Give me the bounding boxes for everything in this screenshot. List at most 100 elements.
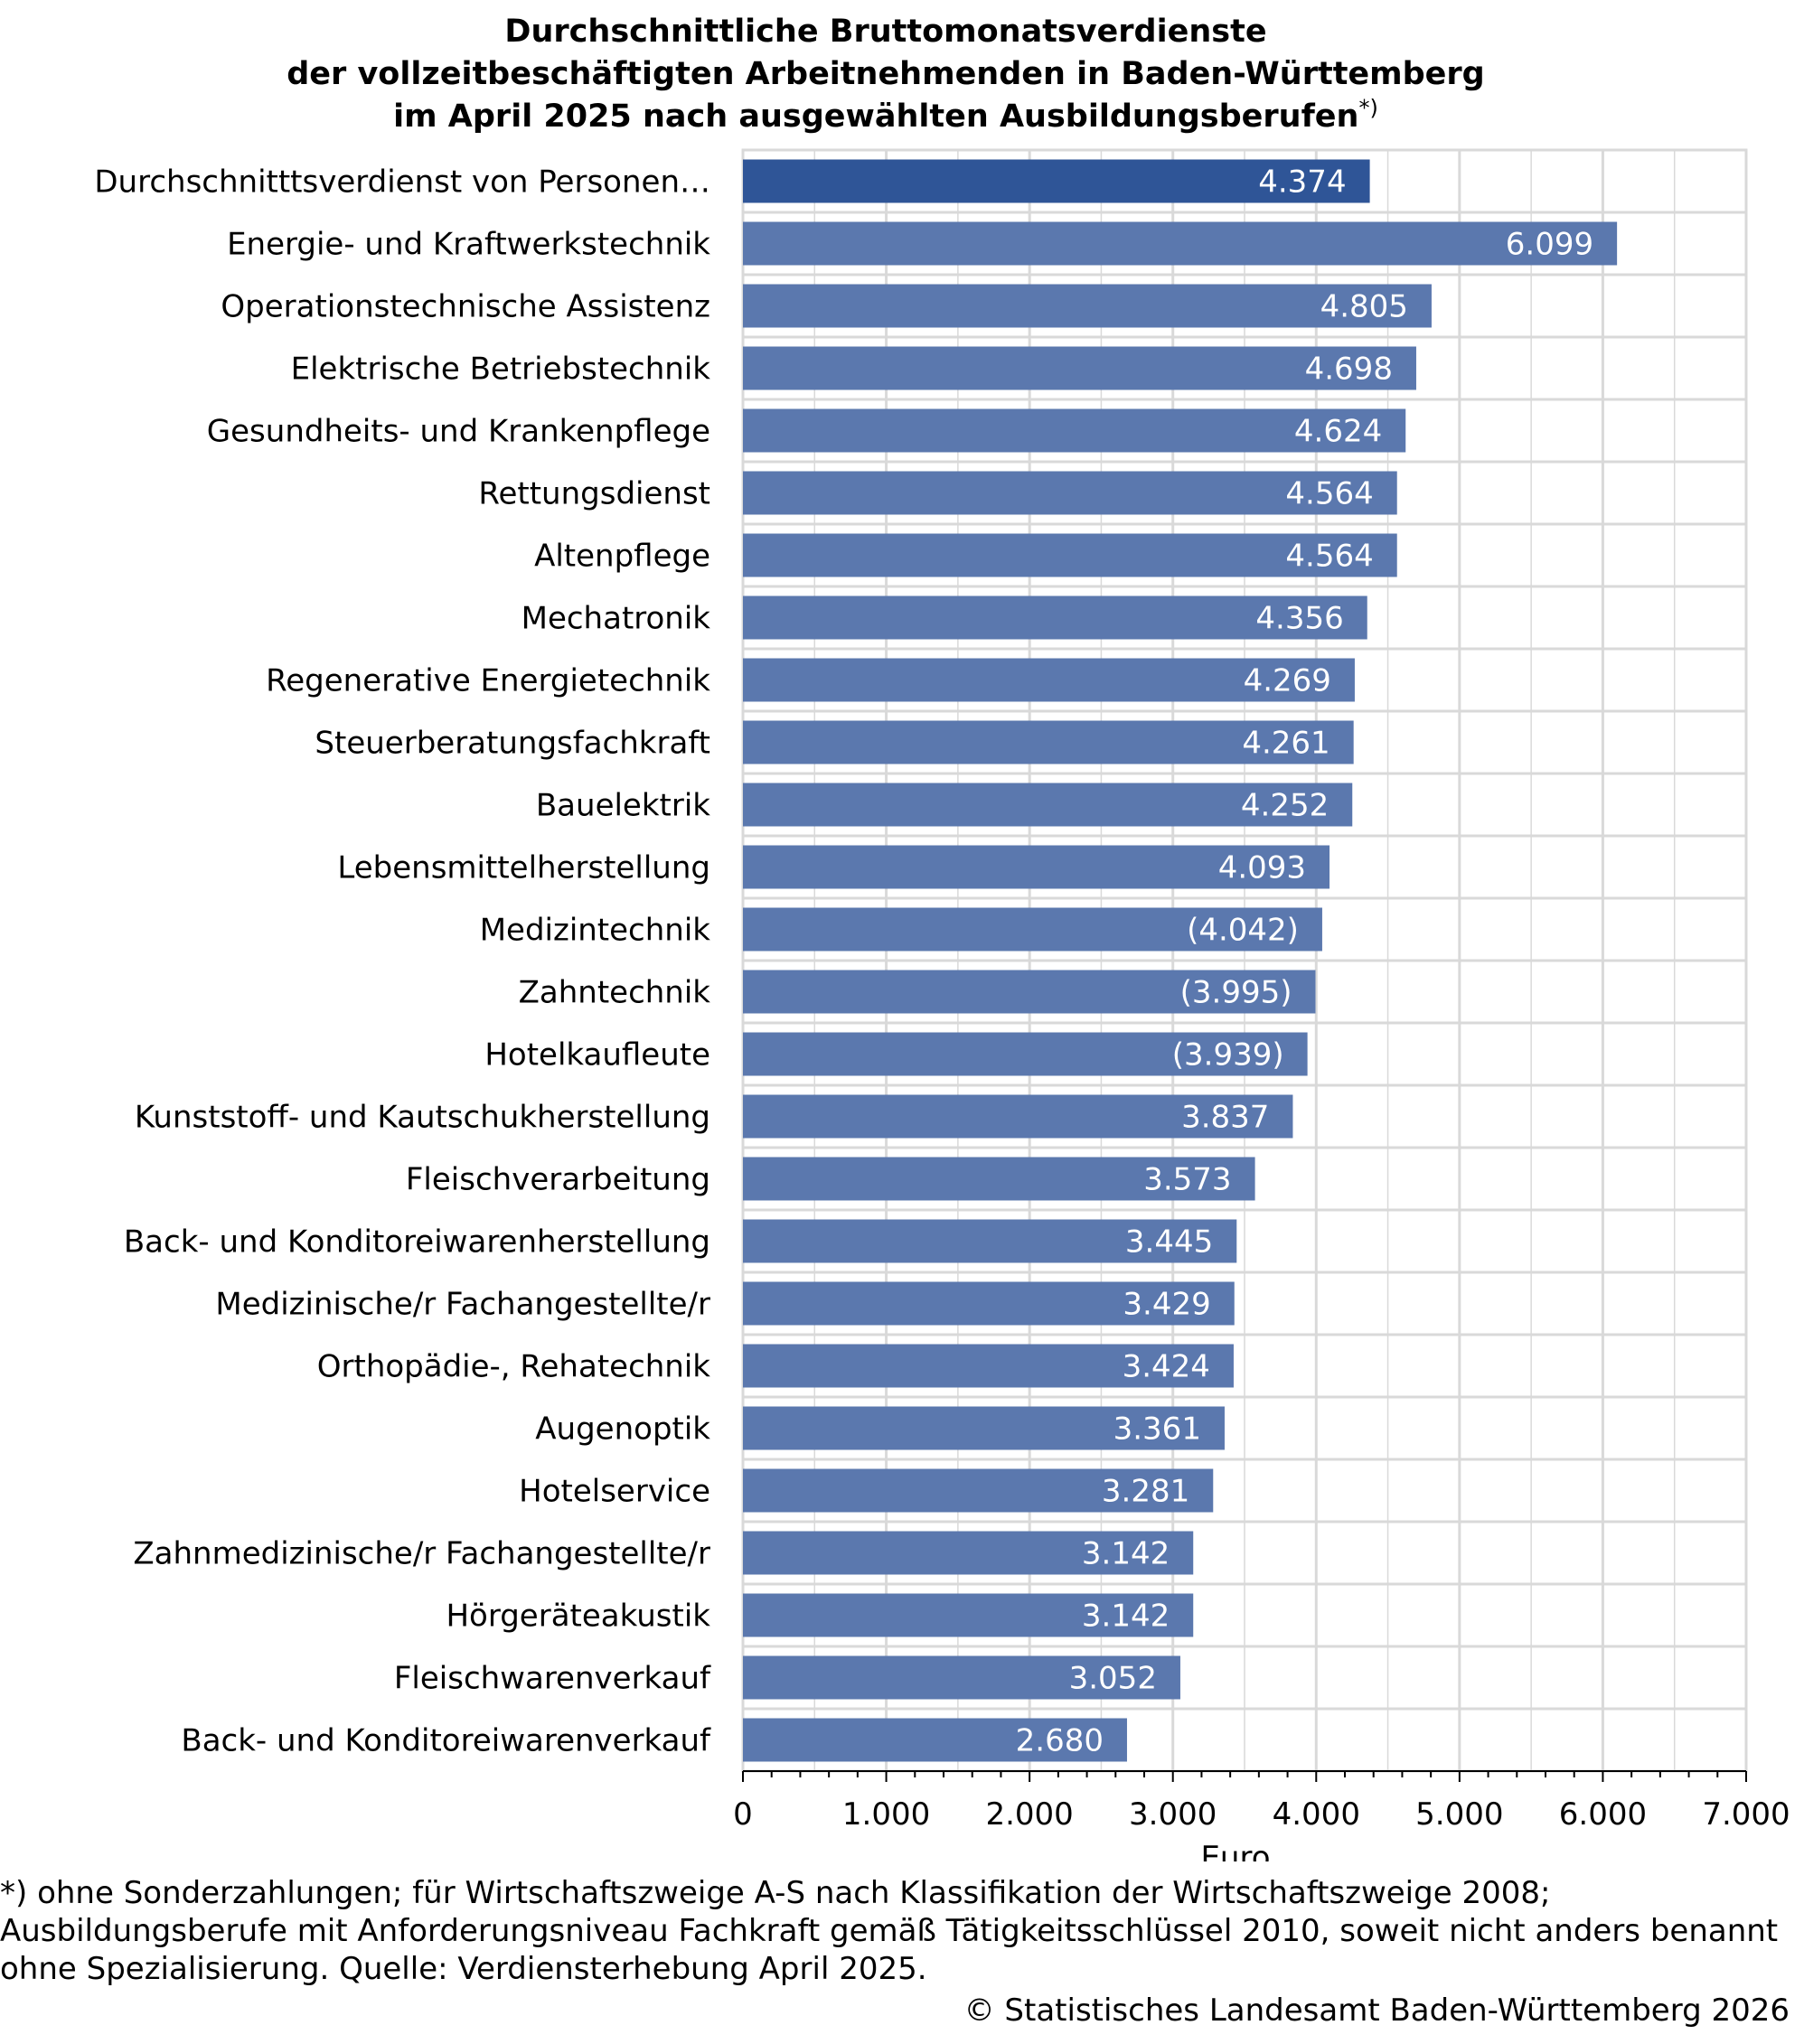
value-label: 4.356 bbox=[1255, 601, 1343, 637]
title-line-2: der vollzeitbeschäftigten Arbeitnehmende… bbox=[287, 56, 1485, 92]
x-tick-label: 5.000 bbox=[1415, 1796, 1503, 1833]
x-tick-label: 4.000 bbox=[1273, 1796, 1360, 1833]
value-label: 3.424 bbox=[1123, 1349, 1210, 1385]
bar bbox=[743, 1655, 1180, 1700]
x-tick-label: 3.000 bbox=[1129, 1796, 1217, 1833]
category-label: Fleischverarbeitung bbox=[406, 1162, 710, 1198]
value-label: 4.698 bbox=[1305, 352, 1393, 388]
bar bbox=[743, 595, 1367, 640]
category-labels: Durchschnitttsverdienst von Personen… Ene… bbox=[94, 164, 711, 1759]
title-line-1: Durchschnittliche Bruttomonatsverdienste bbox=[504, 14, 1267, 50]
bar bbox=[743, 1094, 1293, 1139]
value-label: 3.142 bbox=[1082, 1599, 1170, 1635]
value-label: 6.099 bbox=[1506, 227, 1593, 263]
bar bbox=[743, 907, 1322, 952]
category-label: Bauelektrik bbox=[536, 788, 710, 824]
bar bbox=[743, 346, 1416, 390]
title-line-3: im April 2025 nach ausgewählten Ausbildu… bbox=[0, 96, 1771, 138]
bar bbox=[743, 1281, 1235, 1326]
category-label: Zahntechnik bbox=[519, 975, 711, 1011]
bar bbox=[743, 845, 1330, 889]
bar bbox=[743, 1718, 1127, 1762]
value-label: 3.361 bbox=[1113, 1411, 1201, 1448]
x-tick-label: 2.000 bbox=[985, 1796, 1073, 1833]
bar bbox=[743, 1531, 1194, 1575]
value-label: 4.374 bbox=[1258, 164, 1346, 201]
bar bbox=[743, 1219, 1237, 1263]
bar bbox=[743, 1157, 1255, 1201]
value-label: 3.052 bbox=[1069, 1661, 1157, 1697]
value-label: 4.093 bbox=[1218, 850, 1306, 886]
x-tick-label: 1.000 bbox=[842, 1796, 930, 1833]
value-label: (4.042) bbox=[1187, 913, 1299, 949]
bar bbox=[743, 408, 1406, 453]
category-label: Medizinische/r Fachangestellte/r bbox=[215, 1287, 710, 1323]
copyright: © Statistisches Landesamt Baden-Württemb… bbox=[963, 1992, 1790, 2029]
bar bbox=[743, 1344, 1234, 1388]
category-label: Mechatronik bbox=[521, 601, 711, 637]
category-label: Steuerberatungsfachkraft bbox=[315, 726, 710, 762]
category-label: Durchschnitttsverdienst von Personen… bbox=[94, 164, 710, 201]
bar bbox=[743, 720, 1354, 764]
title-line-3-text: im April 2025 nach ausgewählten Ausbildu… bbox=[393, 98, 1359, 135]
category-label: Hörgeräteakustik bbox=[446, 1599, 710, 1635]
category-label: Hotelservice bbox=[519, 1474, 710, 1510]
category-label: Augenoptik bbox=[535, 1411, 710, 1448]
category-label: Kunststoff- und Kautschukherstellung bbox=[135, 1100, 710, 1136]
x-axis-title: Euro bbox=[1200, 1840, 1270, 1861]
category-label: Gesundheits- und Krankenpflege bbox=[207, 414, 710, 450]
category-label: Lebensmittelherstellung bbox=[337, 850, 710, 886]
category-label: Back- und Konditoreiwarenherstellung bbox=[124, 1224, 710, 1261]
bar bbox=[743, 658, 1355, 702]
category-label: Medizintechnik bbox=[480, 913, 711, 949]
value-labels: 4.374 6.099 4.805 4.698 4.624 4.564 4.564 4.356… bbox=[1016, 164, 1593, 1759]
category-label: Hotelkaufleute bbox=[484, 1037, 710, 1074]
value-label: 4.805 bbox=[1320, 289, 1408, 325]
value-label: (3.995) bbox=[1180, 975, 1292, 1011]
value-label: 4.252 bbox=[1241, 788, 1329, 824]
category-label: Regenerative Energietechnik bbox=[266, 663, 710, 699]
value-label: 4.564 bbox=[1285, 476, 1373, 512]
bar bbox=[743, 1032, 1308, 1076]
value-label: 4.564 bbox=[1285, 539, 1373, 575]
bar bbox=[743, 1406, 1225, 1450]
x-tick-label: 0 bbox=[733, 1796, 753, 1833]
category-label: Orthopädie-, Rehatechnik bbox=[317, 1349, 711, 1385]
value-label: 3.573 bbox=[1143, 1162, 1231, 1198]
bar bbox=[743, 1593, 1194, 1637]
gridlines bbox=[741, 148, 1748, 1773]
bar bbox=[743, 221, 1618, 266]
bars bbox=[743, 159, 1618, 1762]
bar-chart: Durchschnitttsverdienst von Personen… Ene… bbox=[94, 148, 1790, 1861]
value-label: 3.142 bbox=[1082, 1536, 1170, 1572]
chart-title: Durchschnittliche Bruttomonatsverdienste… bbox=[0, 11, 1771, 138]
bar bbox=[743, 1468, 1214, 1513]
title-footnote-marker: *) bbox=[1358, 95, 1378, 121]
value-label: 3.837 bbox=[1181, 1100, 1269, 1136]
x-axis: 0 1.000 2.000 3.000 4.000 5.000 6.000 7.000 bbox=[733, 1770, 1790, 1833]
category-label: Elektrische Betriebstechnik bbox=[291, 352, 711, 388]
value-label: 3.445 bbox=[1125, 1224, 1213, 1261]
category-label: Zahnmedizinische/r Fachangestellte/r bbox=[133, 1536, 710, 1572]
bar bbox=[743, 533, 1397, 577]
footnote: *) ohne Sonderzahlungen; für Wirtschafts… bbox=[0, 1875, 1779, 1987]
value-label: 2.680 bbox=[1016, 1723, 1104, 1759]
value-label: 3.281 bbox=[1102, 1474, 1189, 1510]
category-label: Back- und Konditoreiwarenverkauf bbox=[181, 1723, 711, 1759]
bar bbox=[743, 284, 1432, 328]
bar bbox=[743, 783, 1353, 827]
category-label: Rettungsdienst bbox=[478, 476, 710, 512]
x-tick-label: 6.000 bbox=[1559, 1796, 1647, 1833]
bar bbox=[743, 970, 1316, 1014]
value-label: 4.624 bbox=[1294, 414, 1382, 450]
value-label: 3.429 bbox=[1123, 1287, 1210, 1323]
category-label: Operationstechnische Assistenz bbox=[221, 289, 710, 325]
value-label: 4.261 bbox=[1242, 726, 1330, 762]
x-tick-label: 7.000 bbox=[1702, 1796, 1790, 1833]
category-label: Fleischwarenverkauf bbox=[394, 1661, 711, 1697]
value-label: 4.269 bbox=[1244, 663, 1331, 699]
value-label: (3.939) bbox=[1172, 1037, 1284, 1074]
category-label: Altenpflege bbox=[534, 539, 710, 575]
category-label: Energie- und Kraftwerkstechnik bbox=[227, 227, 710, 263]
bar bbox=[743, 471, 1397, 515]
